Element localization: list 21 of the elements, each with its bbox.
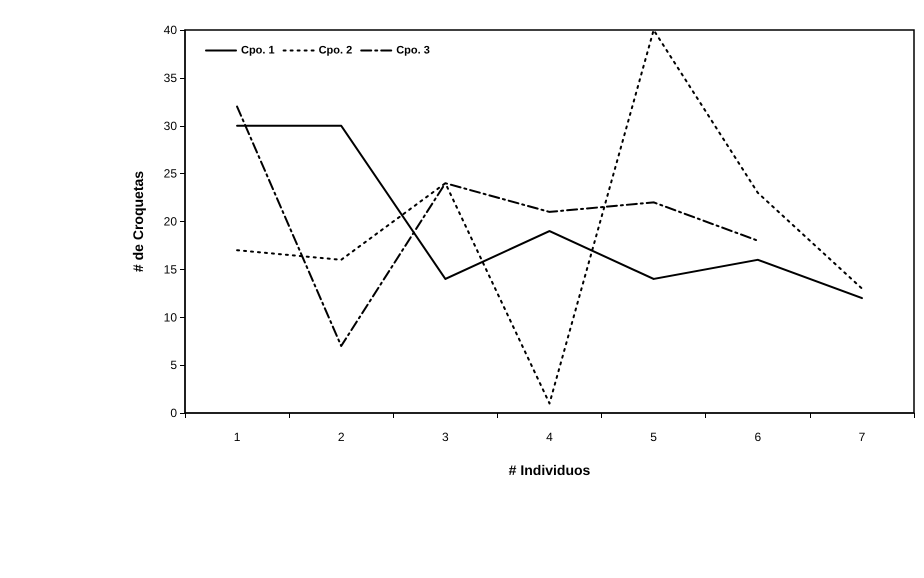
x-tick-label: 2 [338, 430, 345, 444]
y-axis-title: # de Croquetas [130, 170, 146, 272]
y-tick-label: 30 [164, 118, 178, 133]
x-tick-label: 5 [650, 430, 658, 444]
y-tick-label: 5 [170, 358, 178, 372]
x-tick-label: 6 [754, 430, 762, 444]
legend-label: Cpo. 3 [396, 44, 430, 56]
y-tick-label: 10 [164, 310, 178, 324]
y-tick-label: 15 [164, 262, 178, 276]
x-axis-title: # Individuos [508, 462, 591, 478]
legend-label: Cpo. 1 [241, 44, 275, 56]
legend-label: Cpo. 2 [318, 44, 352, 56]
y-tick-label: 0 [170, 406, 178, 420]
x-tick-label: 1 [234, 430, 241, 444]
y-tick-label: 20 [164, 214, 178, 228]
y-tick-label: 35 [164, 70, 178, 85]
x-tick-label: 3 [442, 430, 450, 444]
y-tick-label: 25 [164, 166, 178, 181]
x-tick-label: 4 [546, 430, 554, 444]
x-tick-label: 7 [858, 430, 866, 444]
y-tick-label: 40 [164, 23, 178, 37]
